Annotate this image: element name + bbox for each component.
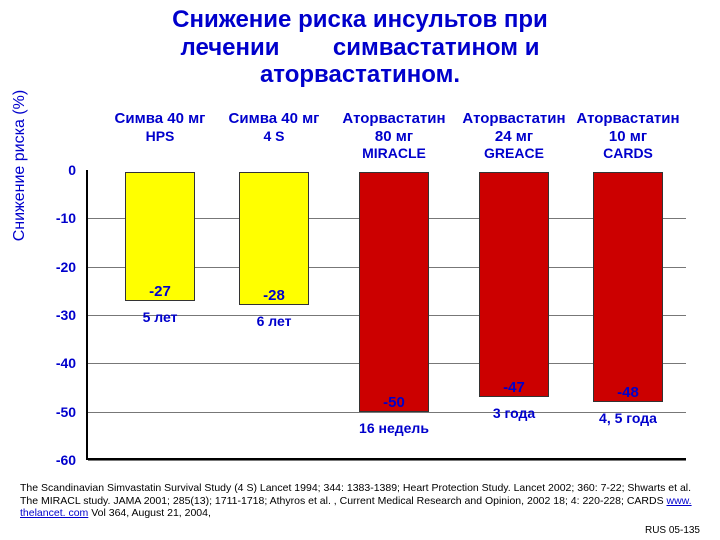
column-header-trial: GREACE [484, 145, 544, 161]
y-tick-label: -50 [56, 404, 76, 420]
column-header-trial: 4 S [263, 128, 284, 144]
column-header-drug: Аторвастатин [462, 110, 565, 127]
duration-label: 16 недель [359, 420, 429, 436]
chart: Снижение риска (%) 0-10-20-30-40-50-60Си… [30, 110, 690, 470]
bar [125, 172, 195, 301]
duration-label: 4, 5 года [599, 410, 657, 426]
column-header-drug: Симва 40 мг [115, 110, 206, 127]
column-header-dose: 10 мг [609, 128, 647, 145]
y-tick-label: -40 [56, 355, 76, 371]
y-tick-label: -60 [56, 452, 76, 468]
title-line: аторвастатином. [30, 61, 690, 89]
bar-value-label: -28 [263, 287, 285, 304]
column-header-dose: 80 мг [375, 128, 413, 145]
footer-text: The Scandinavian Simvastatin Survival St… [20, 482, 691, 507]
gridline [88, 460, 686, 461]
column-header-drug: Симва 40 мг [229, 110, 320, 127]
duration-label: 6 лет [257, 313, 292, 329]
footer-text: Vol 364, August 21, 2004, [88, 507, 211, 519]
slide-code: RUS 05-135 [645, 525, 700, 536]
bar-value-label: -47 [503, 379, 525, 396]
gridline [88, 412, 686, 413]
y-tick-label: -20 [56, 259, 76, 275]
duration-label: 3 года [493, 405, 535, 421]
column-header-drug: Аторвастатин [342, 110, 445, 127]
bar [593, 172, 663, 402]
duration-label: 5 лет [143, 309, 178, 325]
title-line: Снижение риска инсультов при [30, 6, 690, 34]
bar-value-label: -27 [149, 283, 171, 300]
bar [479, 172, 549, 397]
bar-value-label: -50 [383, 394, 405, 411]
column-header-trial: CARDS [603, 145, 653, 161]
footer-citation: The Scandinavian Simvastatin Survival St… [20, 482, 700, 520]
bar-value-label: -48 [617, 384, 639, 401]
y-axis-label: Снижение риска (%) [11, 90, 29, 241]
column-header-dose: 24 мг [495, 128, 533, 145]
y-tick-label: -30 [56, 307, 76, 323]
plot-area: 0-10-20-30-40-50-60Симва 40 мгHPS-275 ле… [86, 170, 686, 460]
title-line: лечении симвастатином и [30, 34, 690, 62]
y-tick-label: 0 [68, 162, 76, 178]
bar [359, 172, 429, 412]
bar [239, 172, 309, 305]
column-header-drug: Аторвастатин [576, 110, 679, 127]
column-header-trial: MIRACLE [362, 145, 426, 161]
slide-title: Снижение риска инсультов при лечении сим… [0, 0, 720, 89]
column-header-trial: HPS [146, 128, 175, 144]
y-tick-label: -10 [56, 210, 76, 226]
